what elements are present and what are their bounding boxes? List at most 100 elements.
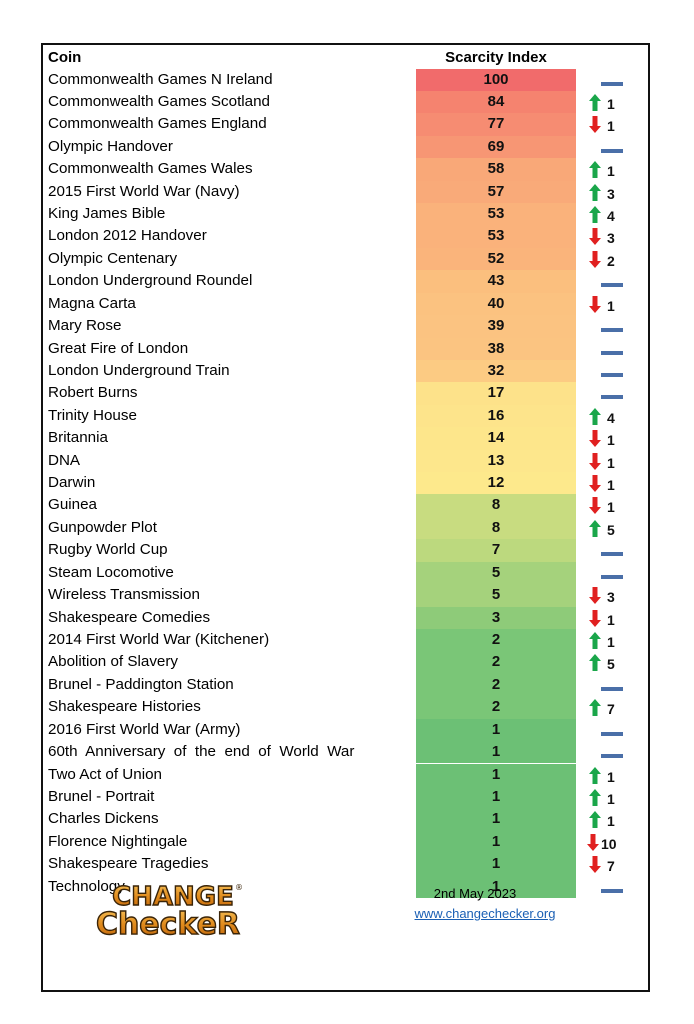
table-row: Shakespeare Tragedies 1 7 (43, 853, 648, 876)
change-amount: 5 (607, 521, 615, 538)
coin-name: DNA (48, 451, 81, 469)
table-row: London 2012 Handover 53 3 (43, 225, 648, 248)
no-change-dash-icon (601, 888, 623, 893)
table-row: Olympic Centenary 52 2 (43, 247, 648, 271)
coin-name: London 2012 Handover (48, 227, 207, 245)
no-change-dash-icon (601, 328, 623, 333)
scarcity-value: 69 (416, 135, 576, 159)
table-row: 2015 First World War (Navy) 57 3 (43, 180, 648, 203)
change-amount: 1 (607, 163, 615, 180)
table-row: London Underground Train 32 (43, 359, 648, 383)
change-amount: 1 (607, 499, 615, 516)
scarcity-value: 1 (416, 718, 576, 742)
coin-name: Commonwealth Games Wales (48, 160, 253, 178)
coin-name: Trinity House (48, 406, 137, 424)
rank-change: 1 (587, 764, 647, 786)
scarcity-value: 14 (416, 427, 576, 450)
coin-name: Florence Nightingale (48, 832, 188, 850)
scarcity-value: 2 (416, 673, 576, 697)
rank-change: 1 (587, 472, 647, 494)
table-row: Steam Locomotive 5 (43, 561, 648, 585)
coin-name: Magna Carta (48, 294, 136, 312)
change-amount: 1 (607, 768, 615, 785)
arrow-down-icon (589, 452, 601, 470)
no-change-dash-icon (601, 350, 623, 355)
coin-name: Brunel - Paddington Station (48, 675, 234, 693)
rank-change: 4 (587, 405, 647, 427)
website-link[interactable]: www.changechecker.org (414, 906, 556, 921)
arrow-down-icon (589, 430, 601, 448)
arrow-up-icon (589, 206, 601, 224)
arrow-down-icon (589, 250, 601, 268)
rank-change: 1 (587, 629, 647, 651)
scarcity-value: 3 (416, 606, 576, 629)
change-amount: 3 (607, 185, 615, 202)
coin-name: Commonwealth Games Scotland (48, 92, 271, 110)
coin-name: Commonwealth Games England (48, 115, 267, 133)
scarcity-value: 58 (416, 158, 576, 181)
table-row: Gunpowder Plot 8 5 (43, 516, 648, 540)
rank-change (587, 69, 647, 91)
coin-name: 60th Anniversary of the end of World War (48, 743, 355, 761)
coin-name: Two Act of Union (48, 765, 162, 783)
table-row: Magna Carta 40 1 (43, 292, 648, 316)
arrow-up-icon (589, 699, 601, 717)
coin-name: Technology (48, 877, 125, 895)
change-amount: 7 (607, 858, 615, 875)
change-amount: 5 (607, 656, 615, 673)
arrow-down-icon (589, 228, 601, 246)
scarcity-value: 1 (416, 830, 576, 854)
arrow-up-icon (589, 766, 601, 784)
table-row: 60th Anniversary of the end of World War… (43, 741, 648, 764)
scarcity-value: 16 (416, 404, 576, 428)
rank-change: 1 (587, 450, 647, 472)
arrow-up-icon (589, 183, 601, 201)
arrow-up-icon (589, 519, 601, 537)
arrow-up-icon (589, 161, 601, 179)
rank-change: 5 (587, 651, 647, 673)
arrow-down-icon (589, 497, 601, 515)
coin-name: 2014 First World War (Kitchener) (48, 631, 270, 648)
arrow-down-icon (589, 475, 601, 493)
scarcity-value: 8 (416, 516, 576, 540)
coin-name: Shakespeare Histories (48, 698, 201, 716)
change-amount: 7 (607, 701, 615, 718)
arrow-up-icon (589, 93, 601, 111)
rank-change: 1 (587, 158, 647, 180)
change-amount: 2 (607, 252, 615, 269)
change-amount: 1 (607, 634, 615, 650)
table-row: Commonwealth Games Scotland 84 1 (43, 90, 648, 114)
rank-change: 3 (587, 584, 647, 606)
svg-text:®: ® (235, 883, 243, 892)
change-amount: 1 (607, 432, 615, 449)
coin-name: Rugby World Cup (48, 541, 168, 559)
rank-change (587, 562, 647, 584)
scarcity-value: 1 (416, 785, 576, 809)
scarcity-value: 53 (416, 225, 576, 248)
rank-change: 1 (587, 427, 647, 449)
table-row: Shakespeare Histories 2 7 (43, 696, 648, 719)
rank-change (587, 360, 647, 382)
arrow-down-icon (589, 856, 601, 874)
no-change-dash-icon (601, 283, 623, 288)
coin-name: Wireless Transmission (48, 586, 200, 604)
no-change-dash-icon (601, 754, 623, 759)
scarcity-value: 32 (416, 359, 576, 383)
coin-name: London Underground Roundel (48, 272, 253, 290)
scarcity-value: 1 (416, 763, 576, 786)
table-row: Charles Dickens 1 1 (43, 808, 648, 831)
rank-change: 1 (587, 113, 647, 135)
rank-change (587, 270, 647, 292)
table-row: Two Act of Union 1 1 (43, 763, 648, 786)
coin-name: Darwin (48, 474, 96, 492)
no-change-dash-icon (601, 552, 623, 557)
table-row: Darwin 12 1 (43, 472, 648, 495)
scarcity-value: 1 (416, 875, 576, 898)
table-row: Trinity House 16 4 (43, 404, 648, 428)
change-amount: 3 (607, 230, 615, 247)
change-amount: 4 (607, 409, 615, 426)
scarcity-value: 8 (416, 494, 576, 517)
rank-change: 2 (587, 248, 647, 270)
coin-name: Mary Rose (48, 317, 122, 335)
change-amount: 10 (601, 835, 617, 852)
